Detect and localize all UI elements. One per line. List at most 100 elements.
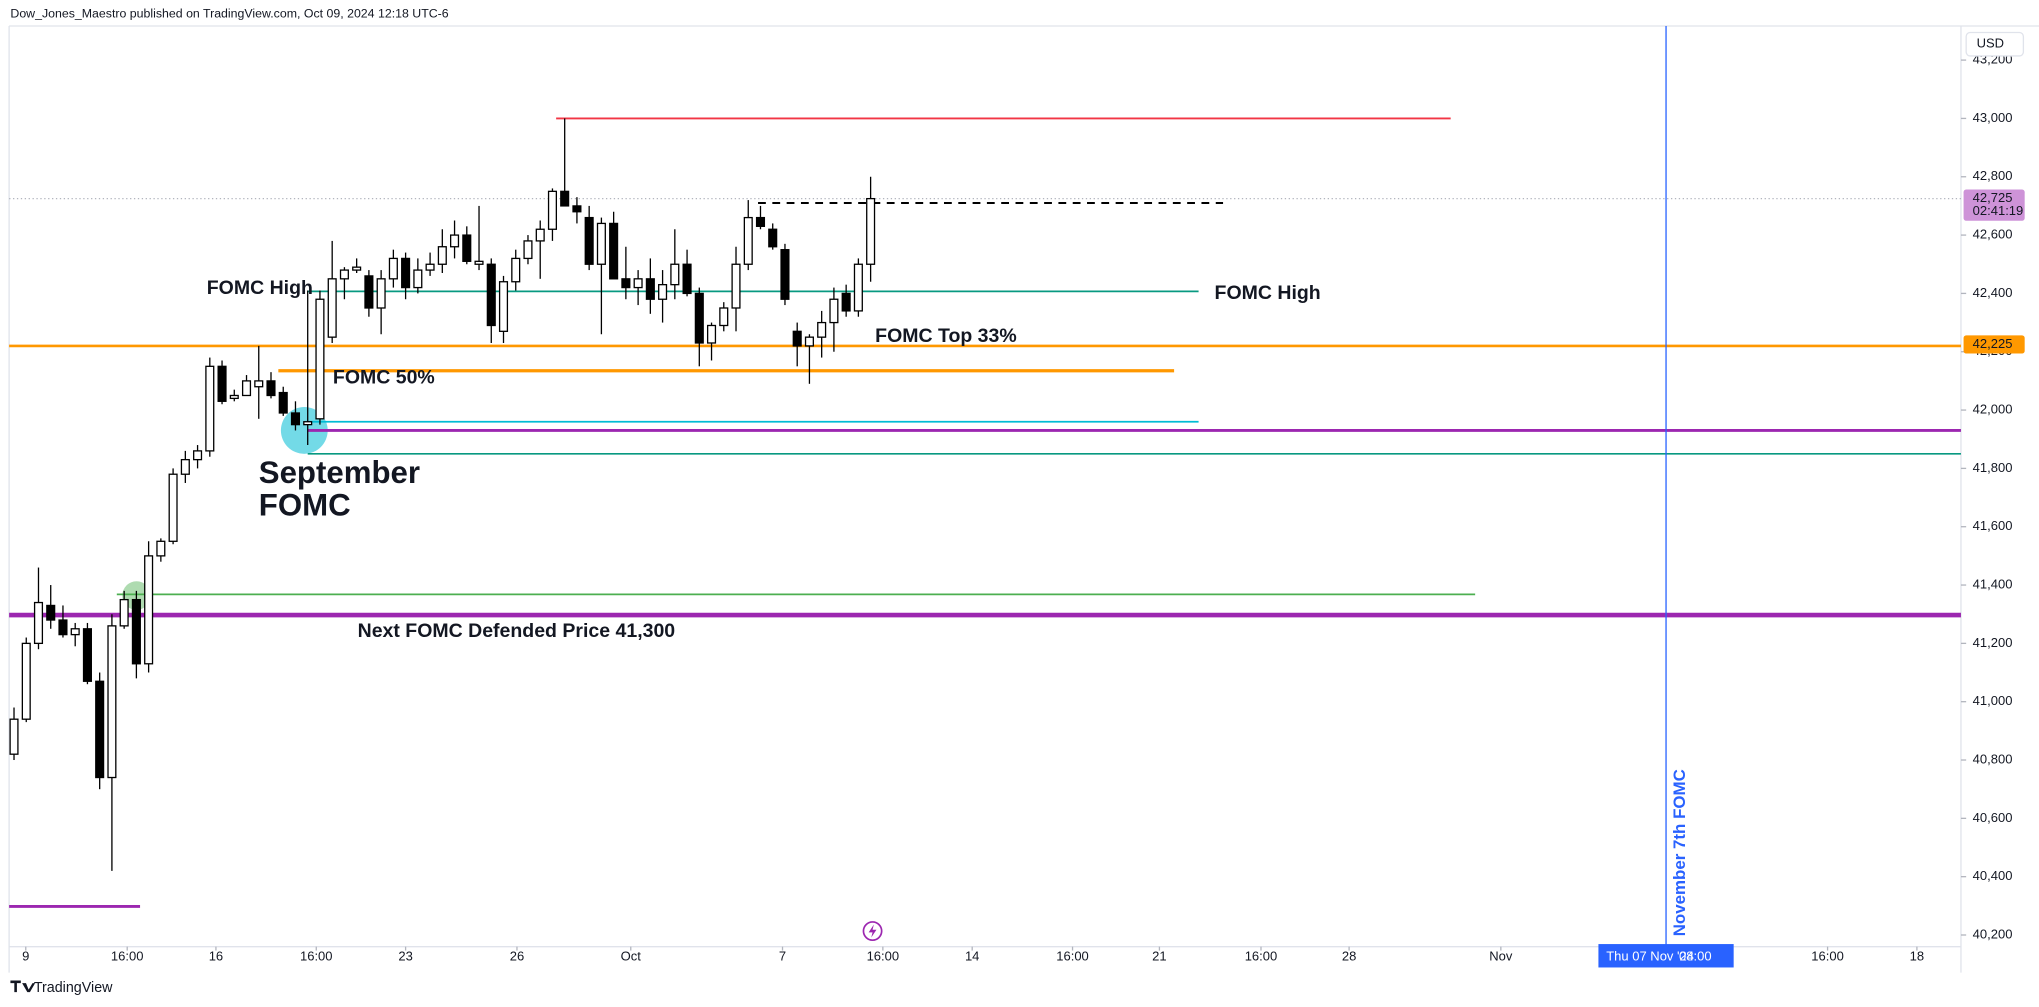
candle-body (841, 292, 851, 312)
annotation: September (259, 455, 420, 490)
y-tick-label: 40,200 (1973, 926, 2013, 941)
candle-body (792, 330, 802, 347)
candle-body (156, 540, 166, 557)
candle-body (523, 240, 533, 260)
x-tick-label: Oct (621, 949, 642, 964)
candle-body (131, 598, 141, 665)
candle-body (437, 246, 447, 265)
annotation: Next FOMC Defended Price 41,300 (358, 620, 676, 642)
candle-body (706, 324, 717, 344)
event-date: Thu 07 Nov '24 (1606, 949, 1694, 964)
y-tick-label: 41,800 (1973, 460, 2013, 475)
candle-body (82, 628, 92, 682)
candle-body (315, 298, 325, 420)
candle-body (388, 257, 398, 280)
candle-body (780, 249, 790, 300)
candle-body (474, 260, 484, 265)
brand-logo (10, 980, 36, 993)
candle-body (376, 278, 386, 309)
candle-body (829, 298, 839, 324)
candle-body (193, 450, 203, 461)
candle-body (817, 321, 827, 338)
candle-body (682, 263, 692, 295)
candle-body (217, 365, 227, 402)
candle-body (768, 228, 778, 248)
event-date-box (1598, 944, 1734, 968)
candle-body (425, 263, 435, 271)
candle-body (584, 216, 594, 265)
y-tick-label: 41,600 (1973, 518, 2013, 533)
candle-body (596, 222, 606, 265)
x-tick-label: 16:00 (111, 949, 144, 964)
candle-body (547, 190, 558, 230)
x-tick-label: 16:00 (1245, 949, 1278, 964)
candle-body (462, 234, 472, 262)
y-tick-label: 41,400 (1973, 576, 2013, 591)
candle-body (401, 257, 411, 289)
y-tick-label: 42,400 (1973, 285, 2013, 300)
candle-body (266, 380, 276, 397)
annotation: FOMC High (1215, 282, 1321, 304)
candle-body (339, 269, 349, 280)
currency-box[interactable] (1965, 31, 2025, 57)
candle-body (866, 197, 876, 265)
candle-body (254, 380, 264, 388)
candle-body (70, 628, 80, 636)
candle-body (21, 642, 31, 720)
x-tick-label: 16:00 (867, 949, 900, 964)
candle-body (511, 257, 521, 283)
candle-body (180, 458, 190, 475)
candle-body (804, 336, 814, 347)
candle-body (290, 412, 301, 426)
candle-body (33, 601, 44, 645)
candle-body (413, 269, 423, 289)
last-price-box (1963, 189, 2025, 221)
y-tick-label: 42,600 (1973, 227, 2013, 242)
candle-body (205, 365, 215, 452)
event-time: 08:00 (1679, 949, 1712, 964)
event-icon-bolt (868, 924, 877, 938)
x-tick-label: 16:00 (300, 949, 333, 964)
header: Dow_Jones_Maestro published on TradingVi… (10, 7, 448, 21)
annotation: FOMC Top 33% (875, 325, 1017, 347)
candle-body (670, 263, 680, 286)
x-tick-label: Nov (1489, 949, 1513, 964)
x-tick-label: 28 (1342, 949, 1356, 964)
y-tick-label: 40,800 (1973, 751, 2013, 766)
candle-body (572, 205, 582, 213)
y-tick-label: 40,400 (1973, 868, 2013, 883)
candle-body (107, 625, 117, 779)
event-label: November 7th FOMC (1670, 769, 1689, 936)
x-tick-label: 18 (1910, 949, 1924, 964)
candle-body (144, 555, 154, 665)
candle-body (853, 263, 863, 312)
x-tick-label: 7 (779, 949, 786, 964)
x-tick-label: 16:00 (1811, 949, 1844, 964)
candle-body (694, 292, 704, 344)
candle-body (633, 278, 643, 289)
candle-body (241, 380, 252, 397)
candle-body (229, 394, 239, 400)
candle-body (498, 281, 509, 332)
level-price-box (1963, 335, 2025, 354)
candle-body (658, 284, 668, 300)
y-tick-label: 40,600 (1973, 810, 2013, 825)
last-price-label: 42,725 (1973, 190, 2013, 205)
candle-body (621, 278, 631, 289)
y-tick-label: 41,200 (1973, 635, 2013, 650)
x-tick-label: 14 (965, 949, 979, 964)
candle-body (743, 216, 753, 265)
x-tick-label: 23 (398, 949, 412, 964)
y-tick-label: 43,000 (1973, 110, 2013, 125)
level-price-label: 42,225 (1973, 336, 2013, 351)
candle-body (46, 604, 56, 621)
annotation: FOMC (259, 487, 351, 522)
candle-body (303, 421, 313, 426)
candle-body (352, 266, 362, 271)
countdown: 02:41:19 (1973, 203, 2024, 218)
x-tick-label: 9 (22, 949, 29, 964)
y-tick-label: 42,000 (1973, 401, 2013, 416)
event-icon[interactable] (862, 921, 883, 942)
